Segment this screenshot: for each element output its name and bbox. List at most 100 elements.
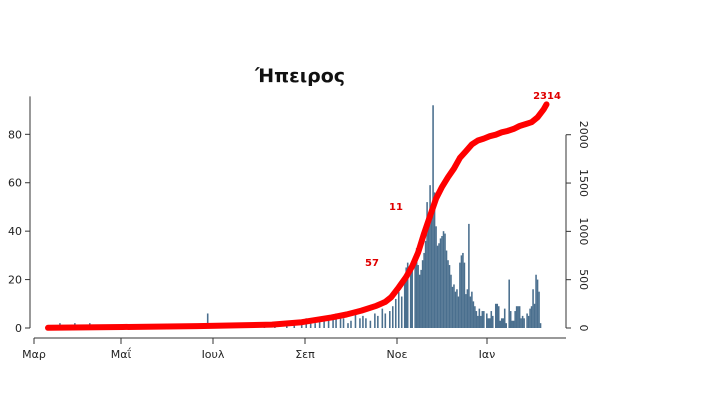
bar [494, 303, 497, 328]
bar [339, 315, 342, 328]
bar [499, 320, 502, 328]
bar [323, 320, 325, 328]
bar [529, 308, 531, 328]
x-tick-label: Νοε [387, 348, 408, 361]
bar [421, 260, 424, 328]
bar [374, 313, 376, 328]
bar [475, 311, 478, 328]
x-tick-label: Μαΐ [111, 347, 132, 361]
bar [472, 301, 475, 328]
bar [514, 311, 516, 328]
bar [465, 294, 467, 328]
bar [462, 252, 464, 328]
bar [381, 308, 384, 328]
bar [391, 306, 394, 328]
bar [497, 306, 500, 328]
left-axis: 0 20 40 60 80 [8, 96, 31, 335]
bar [426, 202, 428, 328]
bar [403, 274, 406, 328]
bar [459, 262, 461, 328]
bar [456, 289, 458, 328]
bar [444, 233, 446, 328]
bar [454, 291, 457, 328]
bar [423, 252, 425, 328]
bar [362, 315, 364, 328]
bar [436, 245, 439, 328]
bar [469, 296, 472, 328]
right-tick-label: 2000 [577, 121, 590, 149]
bar [451, 286, 454, 328]
bar [463, 262, 466, 328]
bars [59, 105, 542, 329]
bar [377, 315, 379, 328]
bar [286, 325, 288, 328]
bar [432, 105, 434, 329]
bar [483, 311, 485, 328]
bar [536, 279, 539, 328]
bar [389, 311, 391, 328]
bar [520, 318, 522, 328]
bar [468, 223, 470, 328]
bar [447, 260, 449, 328]
bar [512, 320, 515, 328]
bar [433, 192, 436, 328]
bar [521, 315, 524, 328]
bar [400, 296, 403, 328]
bar [471, 291, 473, 328]
bar [539, 323, 542, 328]
bar [318, 318, 321, 328]
bar [450, 274, 452, 328]
bar [486, 313, 488, 328]
annotation-57: 57 [365, 258, 379, 269]
bar [430, 206, 433, 328]
left-tick-label: 20 [8, 274, 22, 287]
bar [509, 311, 512, 328]
bar [481, 311, 484, 328]
left-tick-label: 40 [8, 225, 22, 238]
right-tick-label: 1000 [577, 217, 590, 245]
bar [417, 265, 419, 328]
bar [535, 274, 537, 328]
right-tick-label: 0 [577, 325, 590, 332]
bar [517, 306, 519, 328]
annotation-11: 11 [389, 202, 403, 213]
cumulative-line [45, 101, 550, 331]
bar [502, 318, 505, 328]
bar [405, 267, 407, 328]
bar [415, 248, 418, 328]
bar [332, 318, 334, 328]
bar [441, 236, 443, 328]
bar [538, 291, 540, 328]
bar [453, 284, 455, 328]
bar [418, 274, 421, 328]
x-tick-label: Ιουλ [202, 348, 225, 361]
bar [409, 272, 412, 328]
right-tick-label: 500 [577, 269, 590, 290]
x-tick-label: Σεπ [295, 348, 315, 361]
bar [445, 250, 448, 328]
bar [435, 226, 437, 328]
bar [489, 318, 491, 328]
bar [511, 320, 513, 328]
bar [309, 320, 312, 328]
bar [429, 185, 431, 328]
left-tick-label: 60 [8, 177, 22, 190]
bar [369, 320, 372, 328]
bar [487, 318, 490, 328]
x-axis: Μαρ Μαΐ Ιουλ Σεπ Νοε Ιαν [22, 337, 566, 361]
bar [347, 323, 349, 328]
left-tick-label: 0 [15, 322, 22, 335]
bar [342, 318, 345, 328]
bar [530, 306, 533, 328]
bar [478, 308, 481, 328]
bar [438, 243, 440, 328]
bar [460, 255, 463, 328]
x-tick-label: Ιαν [479, 348, 496, 361]
right-tick-label: 1500 [577, 169, 590, 197]
bar [420, 269, 422, 328]
bar [532, 289, 534, 328]
cumulative-line-layer [45, 101, 550, 331]
bar [414, 257, 416, 328]
left-tick-label: 80 [8, 128, 22, 141]
bar [206, 313, 209, 328]
